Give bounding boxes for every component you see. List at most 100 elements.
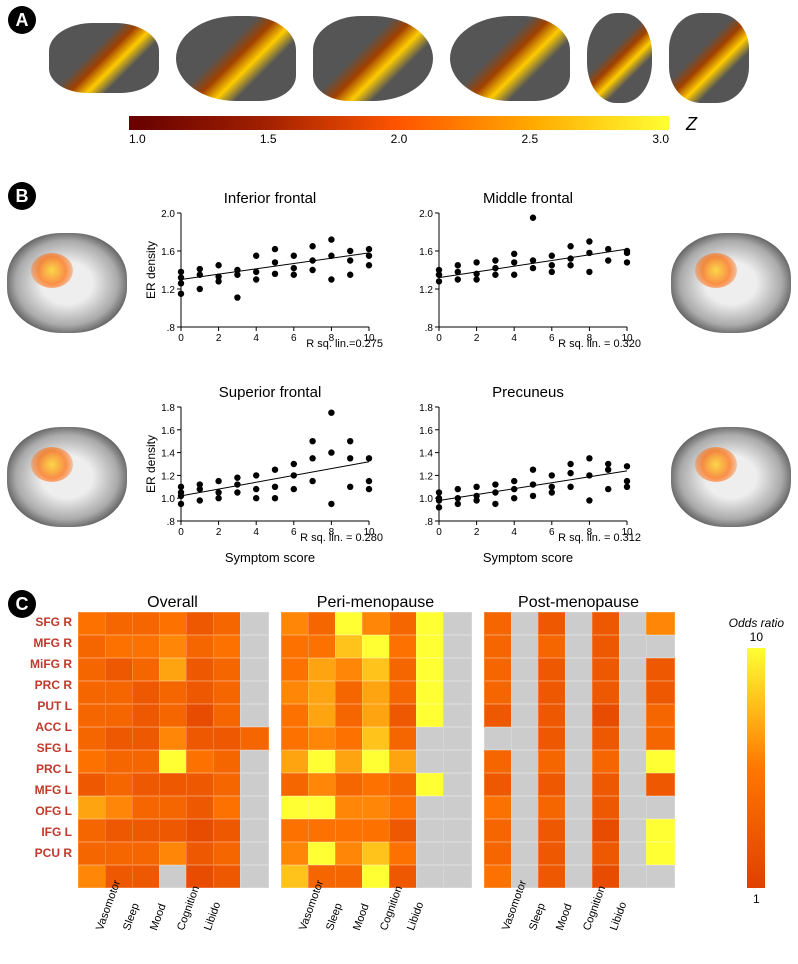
heat-cell	[335, 727, 364, 750]
heat-cell	[592, 658, 621, 681]
colorbar-tick: 2.0	[391, 132, 408, 146]
heat-cell	[443, 658, 472, 681]
heat-cell	[132, 750, 161, 773]
heat-cell	[78, 704, 107, 727]
svg-text:1.8: 1.8	[161, 403, 175, 414]
heat-cell	[240, 704, 269, 727]
heat-cell	[213, 773, 242, 796]
heat-cell	[362, 865, 391, 888]
heat-cell	[240, 612, 269, 635]
scatter-title: Inferior frontal	[145, 190, 395, 207]
heat-cell	[389, 773, 418, 796]
heat-cell	[132, 796, 161, 819]
heat-cell	[308, 658, 337, 681]
heat-cell	[78, 865, 107, 888]
brain-view	[587, 13, 652, 103]
heat-cell	[281, 681, 310, 704]
heat-cell	[213, 681, 242, 704]
heat-cell	[484, 658, 513, 681]
heat-cell	[389, 635, 418, 658]
heat-cell	[619, 773, 648, 796]
heat-cell	[511, 727, 540, 750]
svg-text:2: 2	[216, 527, 222, 538]
brain-view	[176, 16, 296, 101]
heat-cell	[132, 681, 161, 704]
heat-cell	[646, 819, 675, 842]
heat-cell	[159, 727, 188, 750]
heat-cell	[511, 796, 540, 819]
heat-cell	[443, 612, 472, 635]
col-label: Sleep	[324, 928, 335, 932]
odds-legend: Odds ratio 10 1	[729, 616, 784, 906]
heat-cell	[511, 819, 540, 842]
heat-cell	[362, 704, 391, 727]
row-label: ACC L	[0, 717, 78, 738]
heat-cell	[132, 704, 161, 727]
heat-cell	[619, 750, 648, 773]
heat-cell	[619, 842, 648, 865]
heat-cell	[619, 819, 648, 842]
heat-cell	[646, 773, 675, 796]
heat-cell	[538, 681, 567, 704]
heat-cell	[484, 612, 513, 635]
heat-cell	[484, 750, 513, 773]
heat-cell	[511, 704, 540, 727]
col-label: Libido	[405, 928, 416, 932]
heat-cell	[511, 681, 540, 704]
colorbar-a: 1.01.52.02.53.0 Z	[129, 116, 669, 146]
heat-cell	[78, 727, 107, 750]
heat-cell	[240, 842, 269, 865]
heat-cell	[132, 658, 161, 681]
heat-cell	[240, 750, 269, 773]
heat-cell	[186, 727, 215, 750]
brain-slice	[7, 233, 127, 333]
heat-cell	[416, 727, 445, 750]
heat-cell	[281, 773, 310, 796]
heat-cell	[335, 796, 364, 819]
scatter-title: Precuneus	[403, 384, 653, 401]
heat-cell	[416, 865, 445, 888]
scatter-title: Middle frontal	[403, 190, 653, 207]
heat-cell	[281, 635, 310, 658]
heat-block	[78, 612, 267, 888]
heat-cell	[592, 773, 621, 796]
heat-cell	[213, 658, 242, 681]
heat-cell	[538, 658, 567, 681]
heat-cell	[646, 842, 675, 865]
heat-cell	[308, 842, 337, 865]
heat-cell	[213, 865, 242, 888]
heat-cell	[308, 727, 337, 750]
heat-cell	[186, 704, 215, 727]
heat-cell	[443, 842, 472, 865]
scatter-plot: Inferior frontal.81.21.62.00246810ER den…	[145, 188, 395, 378]
heat-cell	[362, 796, 391, 819]
row-labels: SFG RMFG RMiFG RPRC RPUT LACC LSFG LPRC …	[0, 612, 78, 888]
heat-cell	[646, 635, 675, 658]
colorbar-tick: 3.0	[652, 132, 669, 146]
heat-cell	[362, 681, 391, 704]
heat-cell	[335, 750, 364, 773]
x-axis-label: Symptom score	[403, 550, 653, 565]
heat-cell	[105, 796, 134, 819]
heat-cell	[565, 635, 594, 658]
heat-cell	[159, 612, 188, 635]
svg-text:4: 4	[253, 333, 259, 344]
heat-group-title: Overall	[78, 594, 267, 612]
heat-cell	[484, 842, 513, 865]
heat-cell	[132, 865, 161, 888]
heat-cell	[538, 796, 567, 819]
scatter-plot: Middle frontal.81.21.62.00246810R sq. li…	[403, 188, 653, 378]
heat-cell	[538, 865, 567, 888]
r2-label: R sq. lin. = 0.280	[300, 532, 383, 544]
odds-min: 1	[729, 892, 784, 906]
heat-cell	[159, 635, 188, 658]
brain-view	[450, 16, 570, 101]
heat-cell	[132, 773, 161, 796]
colorbar-tick: 1.0	[129, 132, 146, 146]
heat-cell	[105, 727, 134, 750]
heat-cell	[281, 865, 310, 888]
heat-cell	[213, 819, 242, 842]
svg-text:4: 4	[253, 527, 259, 538]
heat-cell	[646, 727, 675, 750]
heat-cell	[443, 727, 472, 750]
